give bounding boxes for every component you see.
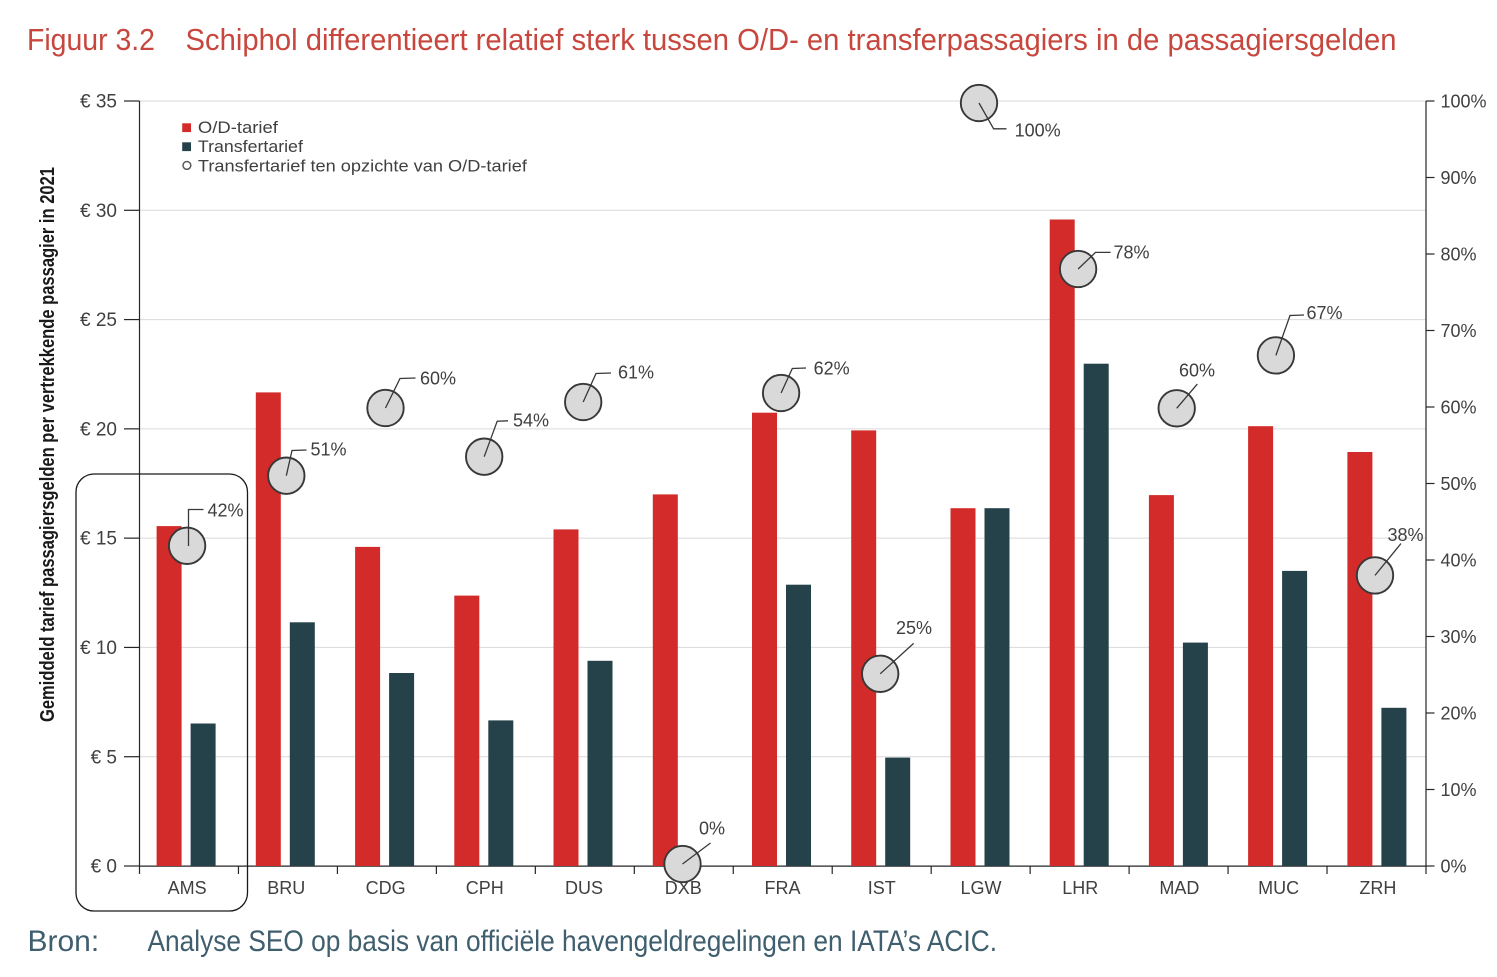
svg-text:78%: 78% xyxy=(1114,242,1150,262)
svg-text:Transfertarief ten opzichte va: Transfertarief ten opzichte van O/D-tari… xyxy=(198,157,527,176)
svg-text:LGW: LGW xyxy=(960,878,1001,898)
svg-text:60%: 60% xyxy=(420,368,456,388)
svg-text:0%: 0% xyxy=(699,819,725,839)
svg-text:51%: 51% xyxy=(311,440,347,460)
svg-text:50%: 50% xyxy=(1441,474,1477,494)
svg-text:25%: 25% xyxy=(896,618,932,638)
svg-text:62%: 62% xyxy=(814,359,850,379)
svg-text:BRU: BRU xyxy=(267,878,305,898)
svg-text:61%: 61% xyxy=(618,363,654,383)
svg-text:100%: 100% xyxy=(1441,91,1487,111)
svg-text:FRA: FRA xyxy=(765,878,801,898)
svg-text:20%: 20% xyxy=(1441,703,1477,723)
svg-text:Transfertarief: Transfertarief xyxy=(198,137,303,156)
svg-text:38%: 38% xyxy=(1388,525,1424,545)
svg-text:CPH: CPH xyxy=(466,878,504,898)
svg-text:Figuur 3.2: Figuur 3.2 xyxy=(27,22,155,57)
svg-text:60%: 60% xyxy=(1179,361,1215,381)
svg-text:MUC: MUC xyxy=(1258,878,1299,898)
svg-text:0%: 0% xyxy=(1441,856,1467,876)
svg-text:DUS: DUS xyxy=(565,878,603,898)
svg-text:Gemiddeld tarief passagiersgel: Gemiddeld tarief passagiersgelden per ve… xyxy=(37,167,59,722)
svg-text:€ 20: € 20 xyxy=(80,419,117,440)
svg-text:Bron:: Bron: xyxy=(28,925,100,958)
svg-text:O/D-tarief: O/D-tarief xyxy=(198,118,278,137)
svg-text:€ 30: € 30 xyxy=(80,201,117,222)
svg-text:LHR: LHR xyxy=(1062,878,1098,898)
svg-text:€ 10: € 10 xyxy=(80,638,117,659)
svg-text:100%: 100% xyxy=(1015,120,1061,140)
svg-text:67%: 67% xyxy=(1307,303,1343,323)
svg-text:€ 0: € 0 xyxy=(91,857,117,878)
svg-text:60%: 60% xyxy=(1441,397,1477,417)
svg-text:€ 15: € 15 xyxy=(80,529,117,550)
svg-text:40%: 40% xyxy=(1441,550,1477,570)
svg-text:70%: 70% xyxy=(1441,321,1477,341)
svg-text:DXB: DXB xyxy=(665,878,702,898)
svg-text:€ 25: € 25 xyxy=(80,310,117,331)
svg-text:54%: 54% xyxy=(513,411,549,431)
svg-text:CDG: CDG xyxy=(366,878,406,898)
svg-text:Schiphol differentieert relati: Schiphol differentieert relatief sterk t… xyxy=(186,22,1397,57)
svg-text:AMS: AMS xyxy=(168,878,207,898)
svg-text:30%: 30% xyxy=(1441,627,1477,647)
svg-text:90%: 90% xyxy=(1441,168,1477,188)
svg-text:€ 5: € 5 xyxy=(91,747,117,768)
svg-text:80%: 80% xyxy=(1441,244,1477,264)
svg-text:ZRH: ZRH xyxy=(1359,878,1396,898)
svg-text:42%: 42% xyxy=(208,500,244,520)
svg-text:Analyse SEO op basis van offic: Analyse SEO op basis van officiële haven… xyxy=(148,925,998,958)
svg-text:10%: 10% xyxy=(1441,780,1477,800)
svg-text:MAD: MAD xyxy=(1159,878,1199,898)
svg-text:€ 35: € 35 xyxy=(80,92,117,113)
svg-text:IST: IST xyxy=(868,878,896,898)
